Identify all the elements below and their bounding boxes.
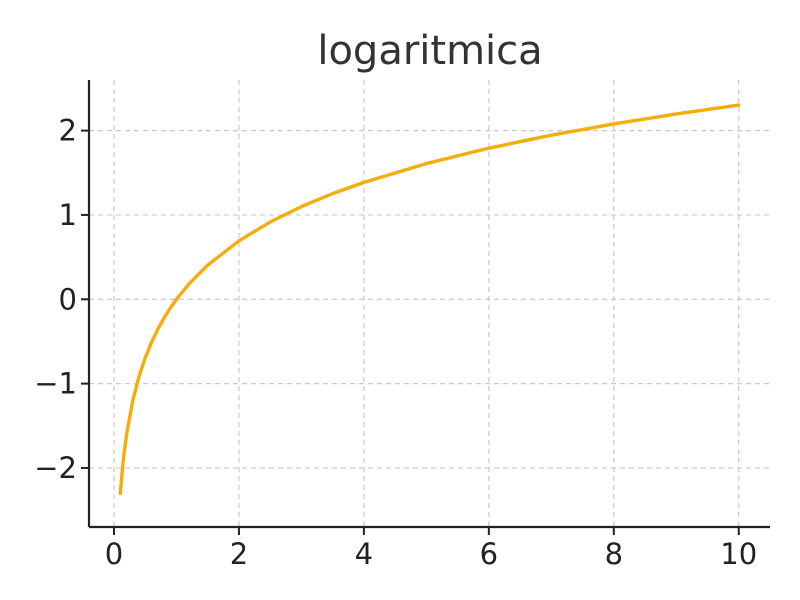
series-layer (118, 103, 741, 496)
axis-layer (87, 80, 770, 529)
x-tick-label-0: 0 (105, 537, 123, 571)
y-tick-label-3: 1 (59, 198, 77, 232)
tick-layer: 0 2 4 6 8 10 −2 −1 0 1 2 (34, 114, 757, 571)
x-tick-label-5: 10 (720, 537, 757, 571)
x-tick-label-3: 6 (480, 537, 498, 571)
y-tick-label-1: −1 (34, 367, 77, 401)
chart-title: logaritmica (317, 28, 542, 74)
series-line-0 (118, 103, 741, 496)
grid-layer (89, 80, 770, 527)
y-tick-label-4: 2 (59, 114, 77, 148)
y-tick-label-0: −2 (34, 451, 77, 485)
x-tick-label-2: 4 (355, 537, 373, 571)
x-tick-label-1: 2 (230, 537, 248, 571)
y-tick-label-2: 0 (59, 282, 77, 316)
x-tick-label-4: 8 (605, 537, 623, 571)
